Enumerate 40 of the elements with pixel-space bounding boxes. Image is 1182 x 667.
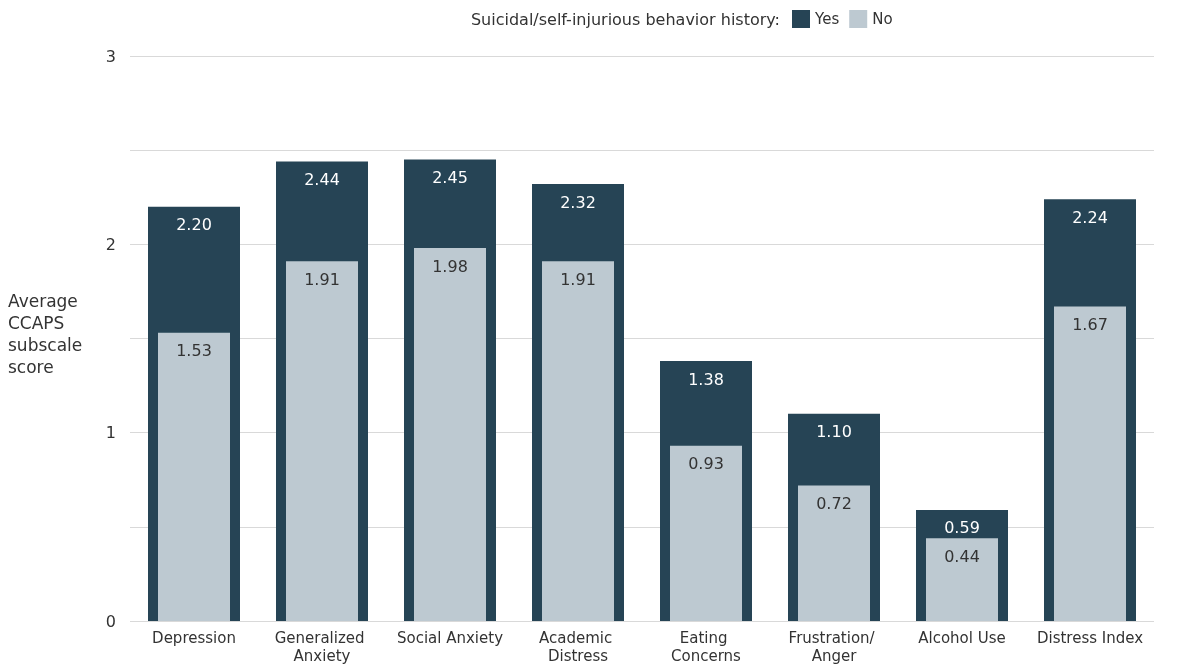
data-label: 1.53 [176,341,212,361]
data-label: 0.44 [944,546,980,566]
data-label: 0.93 [688,454,724,474]
data-label: 2.24 [1072,207,1108,227]
y-tick-label: 2 [105,234,116,254]
data-label: 2.20 [176,215,212,235]
x-tick-label: Frustration/ Anger [788,629,880,665]
data-label: 1.67 [1072,314,1108,334]
y-axis-title: Average CCAPS subscale score [8,291,88,377]
data-label: 0.59 [944,518,980,538]
data-label: 1.91 [560,269,596,289]
bar [1054,306,1126,621]
bar [926,538,998,621]
data-label: 2.44 [304,169,340,189]
bar [798,485,870,621]
bar [286,261,358,621]
y-tick-label: 3 [105,46,116,66]
data-label: 2.32 [560,192,596,212]
x-tick-label: Academic Distress [539,629,617,665]
bar [670,445,742,621]
y-tick-label: 0 [105,611,116,631]
x-tick-label: Alcohol Use [918,629,1006,647]
data-label: 1.38 [688,369,724,389]
data-label: 1.98 [432,256,468,276]
bar [414,248,486,621]
legend-title: Suicidal/self-injurious behavior history: [470,9,781,29]
x-tick-label: Social Anxiety [396,629,504,647]
x-tick-label: Distress Index [1036,629,1144,647]
data-label: 2.45 [432,168,468,188]
x-tick-label: Depression [152,629,236,647]
y-tick-label: 1 [105,423,116,443]
data-label: 1.10 [816,422,852,442]
x-tick-label: Generalized Anxiety [274,629,370,665]
bar [542,261,614,621]
data-label: 0.72 [816,493,852,513]
x-tick-label: Eating Concerns [671,629,742,665]
legend-label: Yes [814,10,840,28]
legend-label: No [872,10,893,28]
bar [158,332,230,621]
data-label: 1.91 [304,269,340,289]
